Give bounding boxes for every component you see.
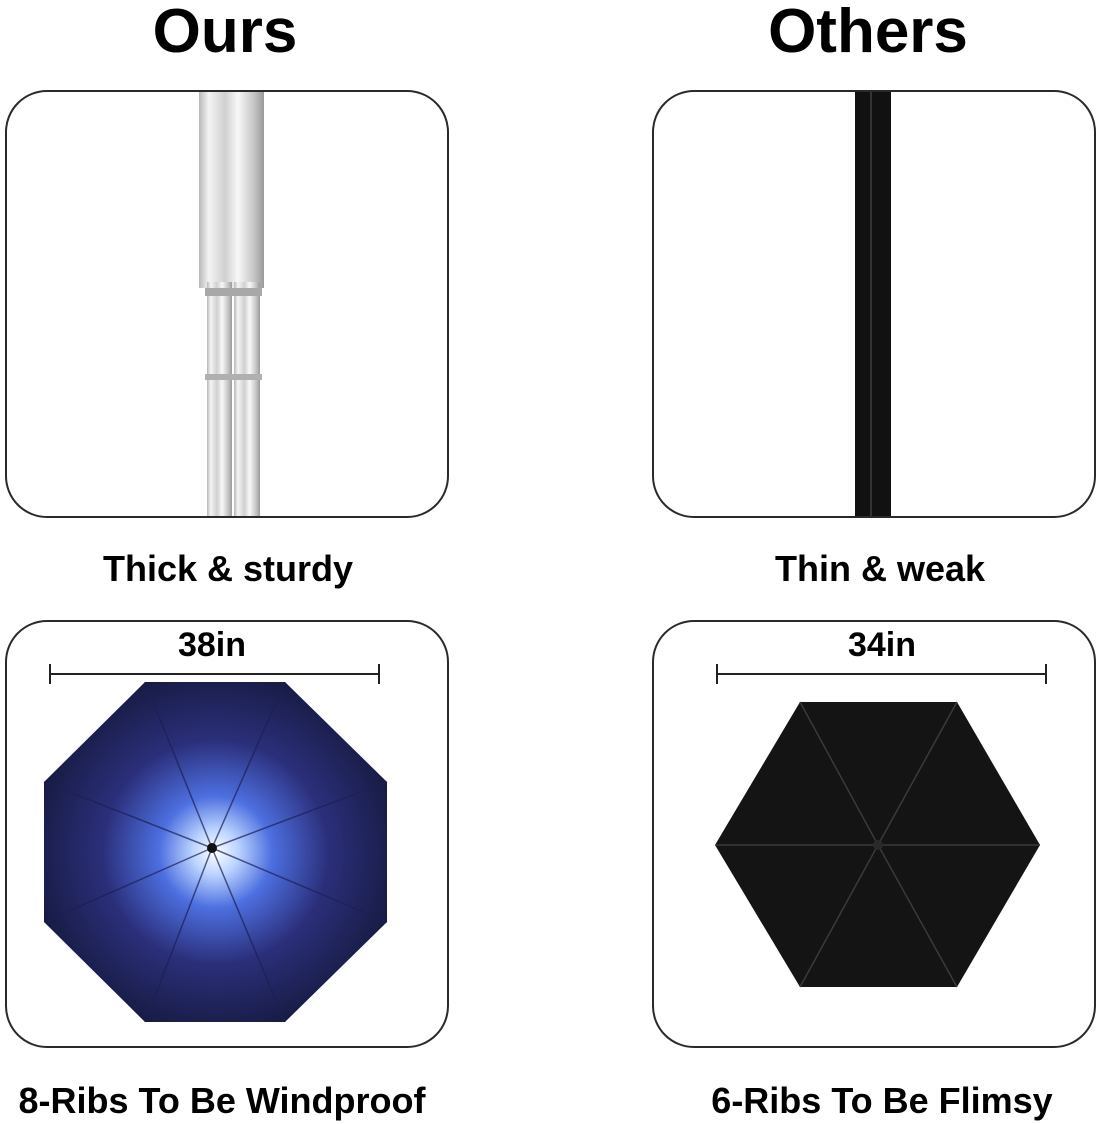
ours-shaft-image [199, 92, 264, 516]
ours-shaft-panel [5, 90, 449, 518]
others-ribs-caption: 6-Ribs To Be Flimsy [711, 1080, 1053, 1121]
ours-title: Ours [152, 0, 298, 66]
others-canopy-panel [652, 620, 1096, 1048]
others-width-label: 34in [847, 626, 917, 664]
ours-ribs-caption: 8-Ribs To Be Windproof [18, 1080, 426, 1121]
ours-width-label: 38in [177, 626, 247, 664]
others-shaft-image [855, 92, 891, 516]
others-title: Others [768, 0, 968, 66]
others-shaft-panel [652, 90, 1096, 518]
others-shaft-caption: Thin & weak [774, 548, 986, 589]
others-umbrella-image [715, 664, 1047, 988]
ours-canopy-panel [5, 620, 449, 1048]
ours-shaft-caption: Thick & sturdy [102, 548, 354, 589]
ours-umbrella-image [43, 664, 388, 1023]
